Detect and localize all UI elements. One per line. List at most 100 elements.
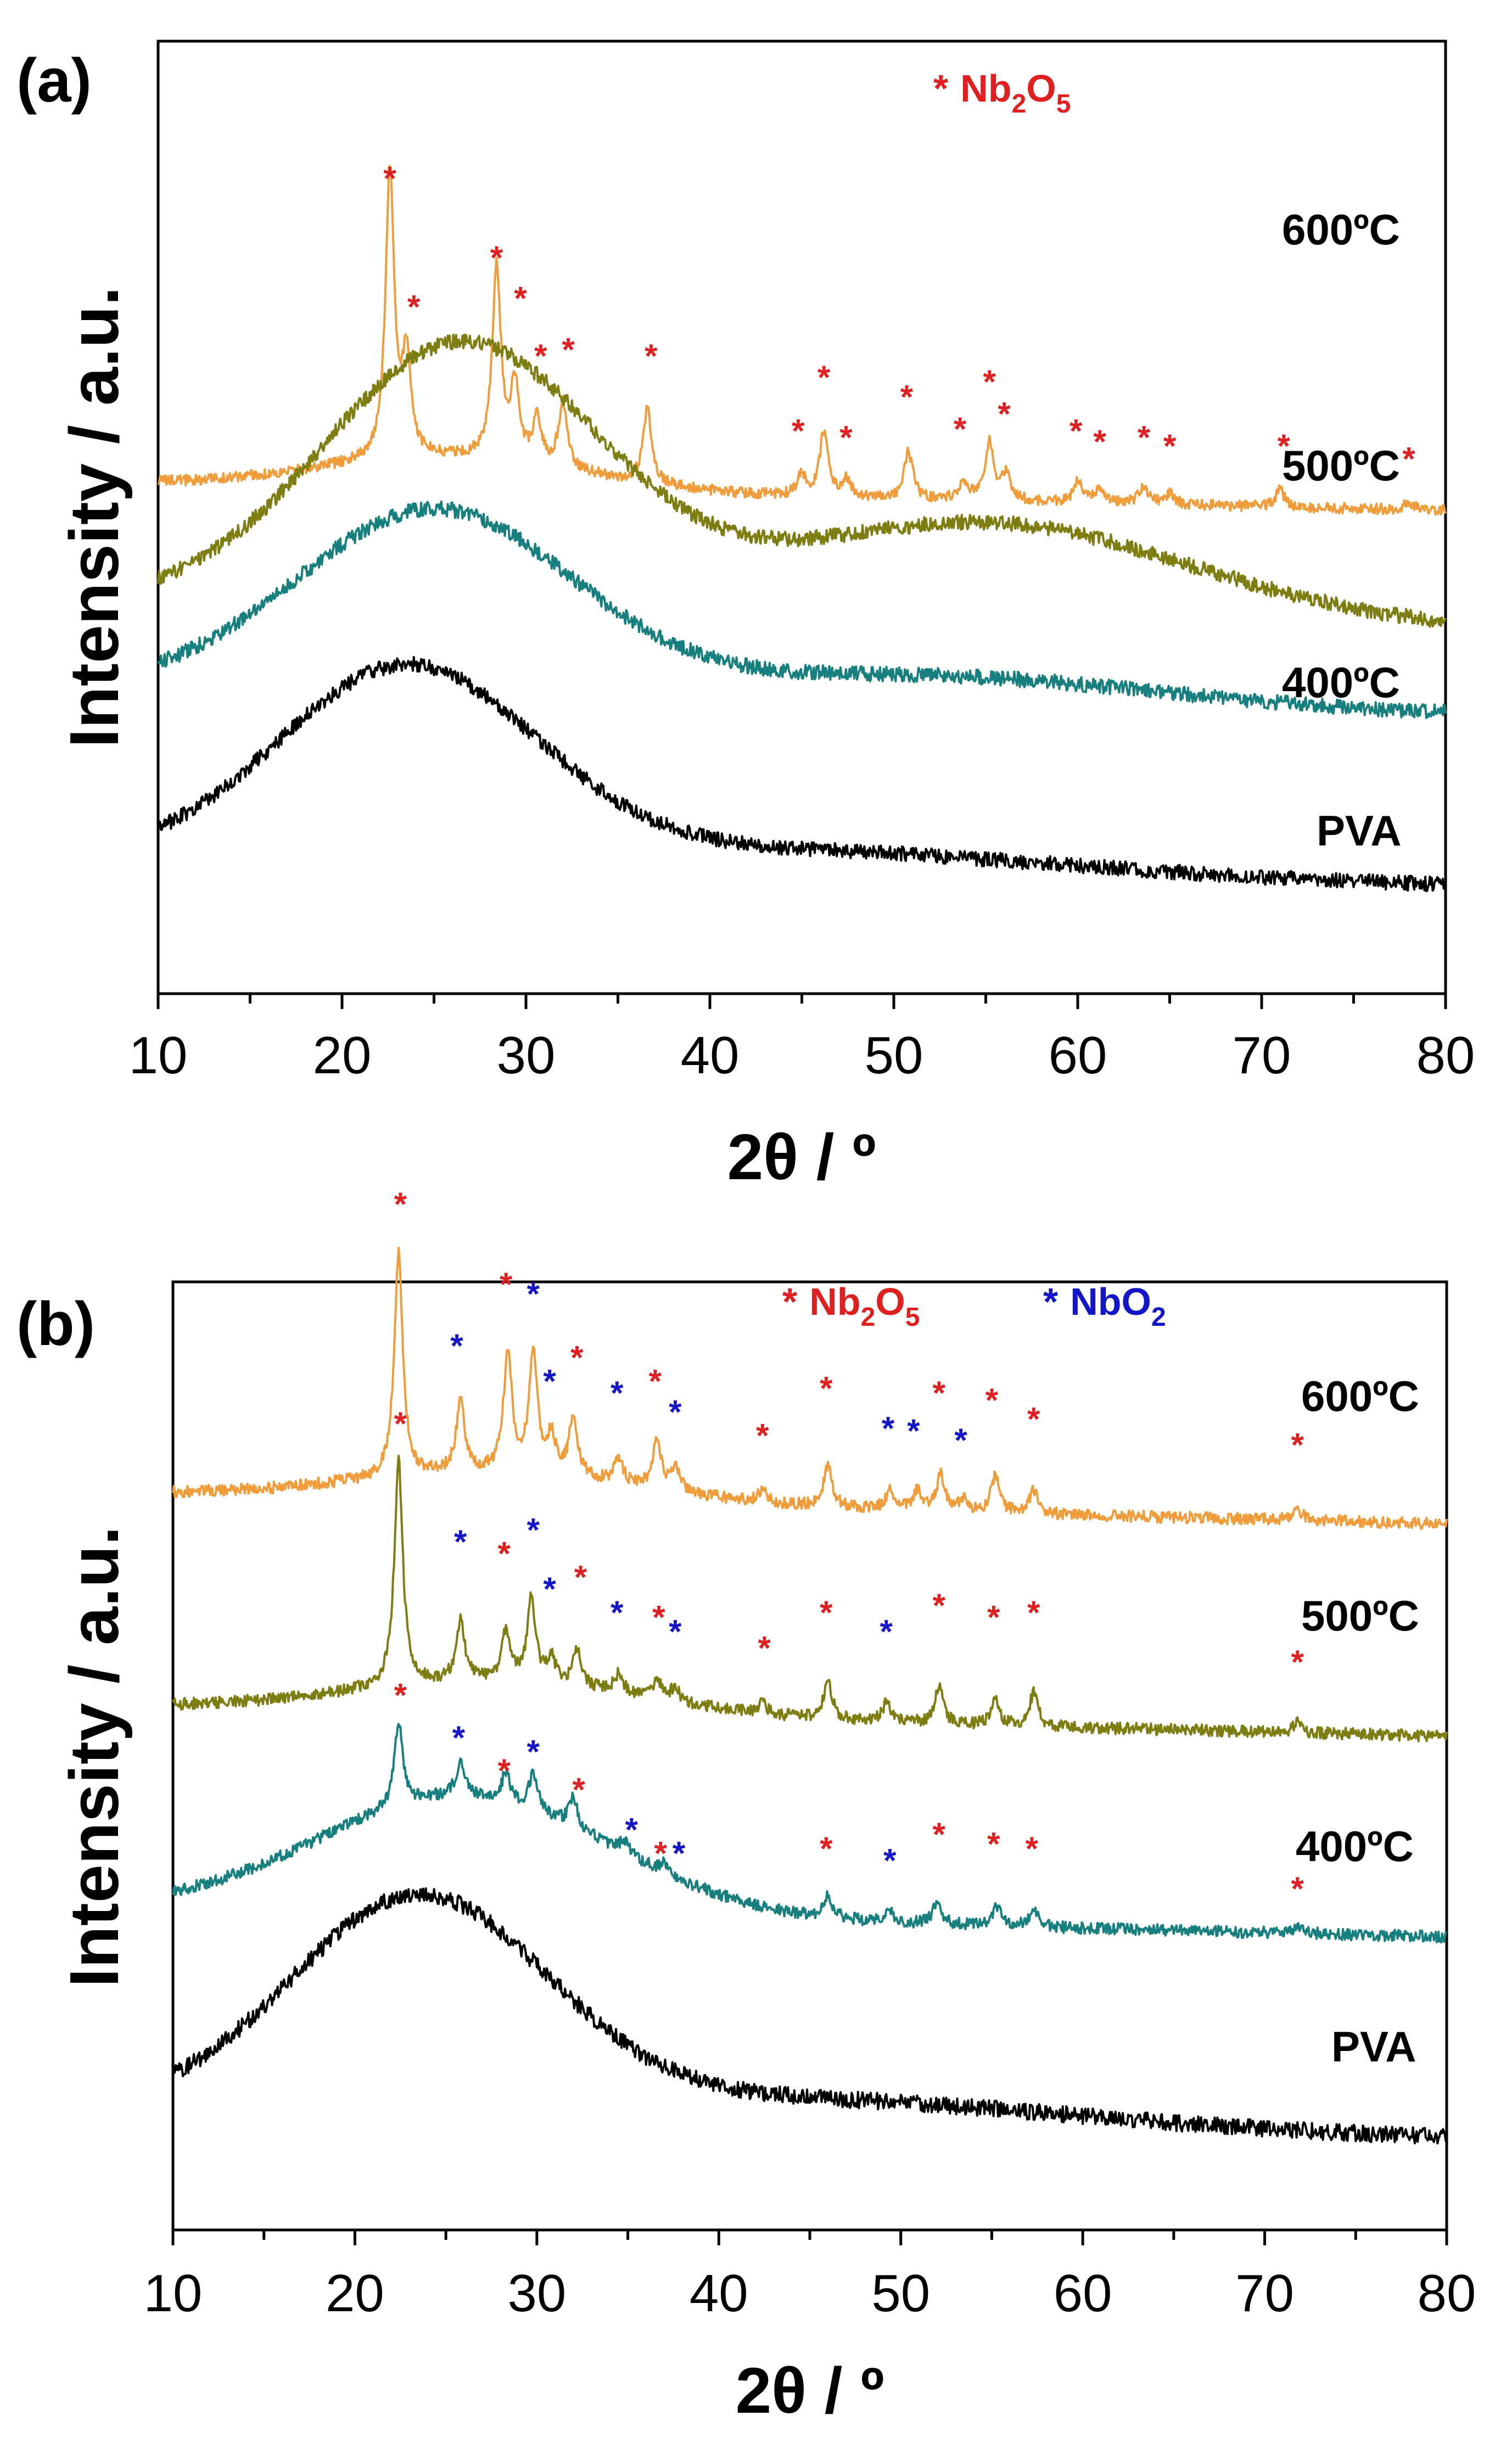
panel-b-legend-nb2o5: * Nb2O5 [782,1280,920,1332]
peak-marker-nbo2: * [882,1410,895,1447]
peak-marker-nb2o5: * [500,1266,513,1303]
peak-marker-nbo2: * [454,1523,467,1560]
series-line-pva [157,655,1447,893]
series-line-500c [157,333,1447,628]
peak-marker-nb2o5: * [758,1629,771,1666]
peak-marker-nb2o5: * [1026,1830,1039,1867]
peak-marker-nb2o5: * [985,1382,999,1419]
peak-marker-nbo2: * [669,1613,682,1650]
series-line-600c [157,165,1447,516]
panel-b-label: (b) [16,1290,95,1358]
peak-marker-nbo2: * [880,1613,893,1650]
peak-marker-nb2o5: * [839,419,853,456]
peak-marker-nb2o5: * [820,1830,833,1867]
panel-b-tick-label: 50 [871,2264,930,2323]
panel-a-tick-label: 60 [1049,1026,1107,1085]
panel-b-label-pva: PVA [1331,2022,1416,2071]
peak-marker-nb2o5: * [792,413,805,450]
panel-b-legend-nbo2: * NbO2 [1043,1280,1166,1332]
series-line-400c [172,1723,1447,1944]
peak-marker-nb2o5: * [987,1599,1000,1636]
legend-star: * [933,67,949,110]
peak-marker-nb2o5: * [572,1771,585,1808]
peak-marker-nb2o5: * [574,1559,587,1595]
peak-marker-nb2o5: * [534,338,547,374]
peak-marker-nb2o5: * [498,1752,511,1789]
peak-marker-nb2o5: * [407,289,421,326]
legend-star: * [1043,1280,1059,1323]
peak-marker-nb2o5: * [1027,1400,1040,1437]
panel-a: (a) 10 20 30 40 50 60 70 80 2θ / º Inten… [16,40,1475,1193]
peak-marker-nb2o5: * [652,1599,665,1636]
peak-marker-nb2o5: * [394,1186,407,1223]
peak-marker-nbo2: * [452,1719,466,1756]
peak-marker-nb2o5: * [1291,1870,1304,1907]
panel-a-y-axis-title: Intensity / a.u. [55,287,133,748]
panel-a-label-500c: 500ºC [1282,441,1400,490]
panel-b-tick-label: 60 [1054,2264,1112,2323]
peak-marker-nbo2: * [450,1327,463,1364]
panel-b-tick-label: 80 [1418,2264,1476,2323]
series-line-600c [172,1246,1448,1531]
peak-marker-nb2o5: * [1278,428,1291,464]
legend-star: * [782,1280,798,1323]
peak-marker-nb2o5: * [1094,423,1107,460]
panel-b-series-lines [172,1246,1448,2145]
peak-marker-nbo2: * [527,1734,540,1770]
series-line-500c [172,1454,1448,1742]
panel-b-tick-label: 40 [690,2264,748,2323]
peak-marker-nb2o5: * [933,1587,946,1624]
panel-b: (b) 10 20 30 40 50 60 70 80 2θ / º Inten… [16,1186,1476,2427]
panel-a-peak-markers: ***** * ******** * * * * * * [383,160,1415,478]
series-line-400c [157,500,1447,719]
peak-marker-nb2o5: * [490,239,503,276]
peak-marker-nb2o5: * [820,1370,833,1406]
panel-b-y-axis-title: Intensity / a.u. [55,1526,133,1987]
legend-sub: 5 [1056,89,1071,119]
panel-a-tick-label: 10 [129,1026,188,1085]
peak-marker-nb2o5: * [383,160,396,197]
legend-sub: 2 [1151,1303,1166,1332]
series-line-pva [172,1887,1448,2145]
peak-marker-nbo2: * [907,1413,920,1449]
peak-marker-nb2o5: * [998,396,1011,433]
panel-a-tick-label: 70 [1233,1026,1291,1085]
legend-sub: 5 [905,1303,920,1332]
peak-marker-nb2o5: * [756,1417,769,1454]
peak-marker-nb2o5: * [933,1375,946,1411]
panel-b-label-400c: 400ºC [1296,1822,1414,1870]
peak-marker-nb2o5: * [649,1363,662,1400]
legend-sub: 2 [1012,89,1027,119]
panel-b-tick-label: 30 [507,2264,566,2323]
peak-marker-nbo2: * [527,1511,540,1548]
peak-marker-nb2o5: * [1163,428,1177,464]
peak-marker-nbo2: * [611,1594,624,1631]
panel-a-legend: * Nb2O5 [933,67,1071,119]
peak-marker-nb2o5: * [1027,1594,1040,1631]
panel-b-x-tick-labels: 10 20 30 40 50 60 70 80 [144,2264,1476,2323]
peak-marker-nb2o5: * [817,359,831,396]
peak-marker-nbo2: * [954,1422,967,1459]
panel-b-x-axis-title: 2θ / º [736,2355,884,2427]
peak-marker-nb2o5: * [1291,1644,1304,1680]
panel-a-series-lines [157,165,1447,893]
legend-o: O [875,1280,905,1323]
panel-b-plot-frame [171,1280,1448,2232]
panel-b-legend: * Nb2O5 * NbO2 [782,1280,1166,1332]
peak-marker-nb2o5: * [983,363,996,400]
panel-b-label-600c: 600ºC [1301,1372,1419,1420]
peak-marker-nbo2: * [625,1812,639,1848]
legend-nb: Nb [809,1280,860,1323]
panel-b-x-ticks [171,2230,1448,2245]
legend-sub: 2 [861,1303,876,1332]
legend-o: O [1026,67,1056,110]
panel-a-tick-label: 30 [497,1026,556,1085]
peak-marker-nb2o5: * [954,411,967,447]
panel-a-label-600c: 600ºC [1282,205,1400,254]
peak-marker-nbo2: * [611,1375,624,1411]
panel-a-tick-label: 20 [313,1026,372,1085]
panel-b-tick-label: 10 [144,2264,203,2323]
panel-b-label-500c: 500ºC [1301,1591,1419,1640]
peak-marker-nb2o5: * [1138,419,1151,456]
peak-marker-nb2o5: * [645,338,658,374]
